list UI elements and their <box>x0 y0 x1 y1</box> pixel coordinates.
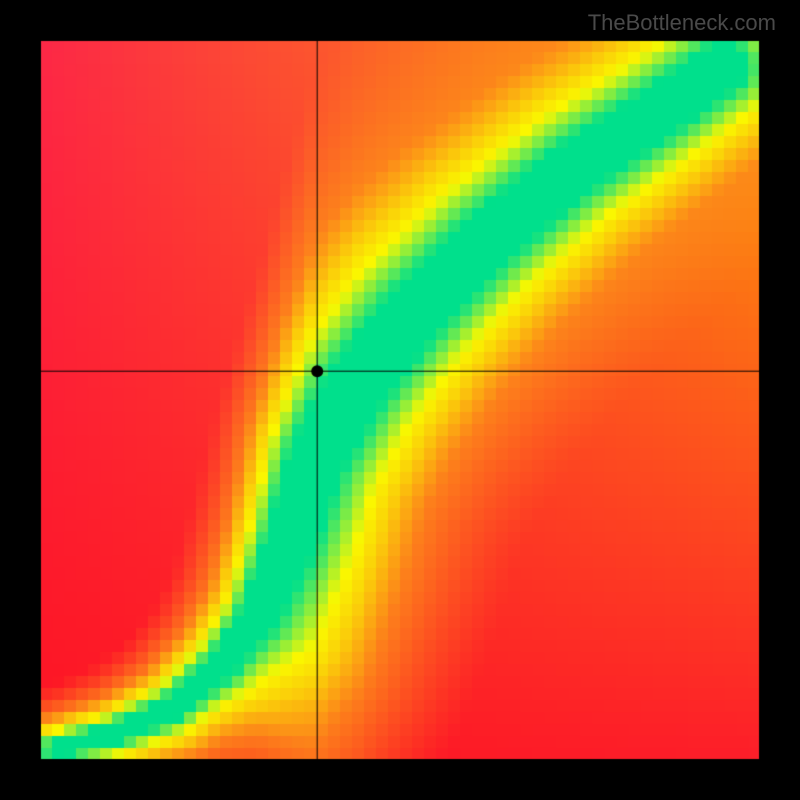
watermark-text: TheBottleneck.com <box>588 10 776 36</box>
heatmap-canvas <box>0 0 800 800</box>
